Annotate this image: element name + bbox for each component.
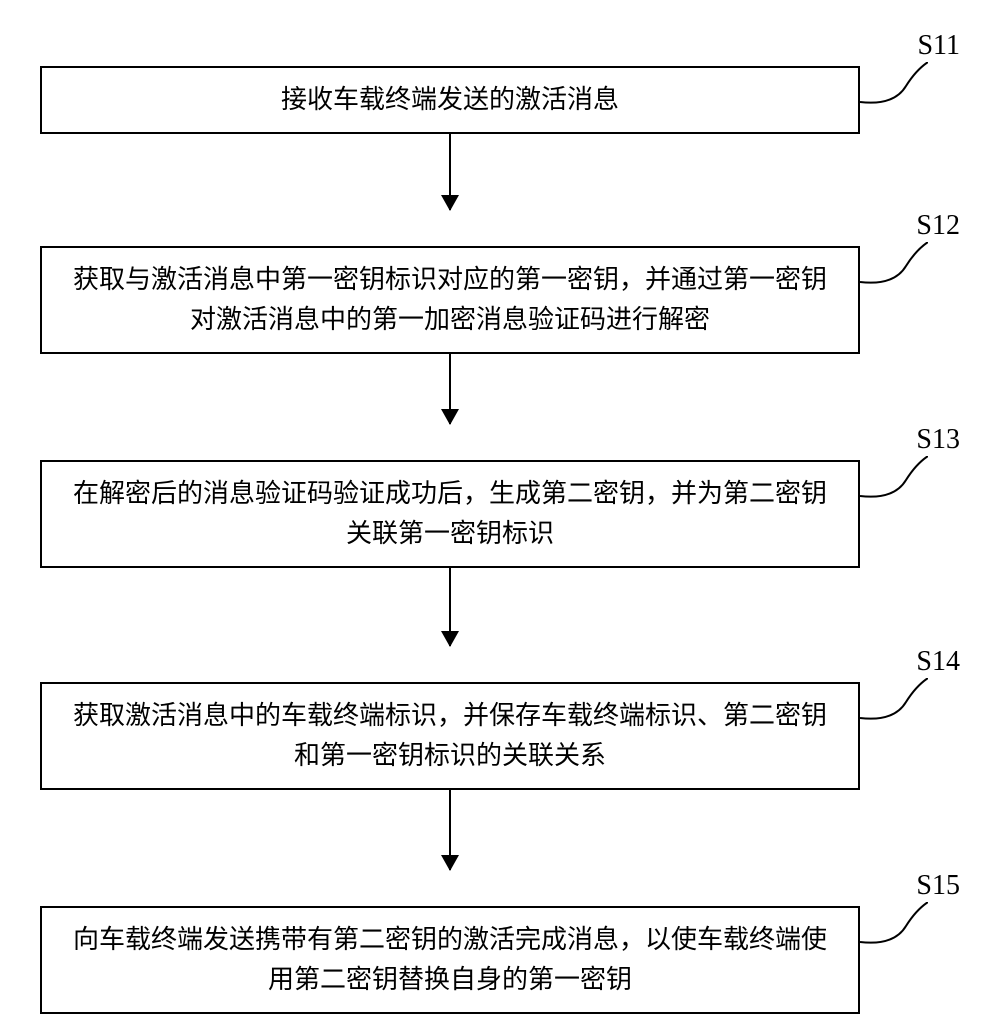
flowchart-step: 在解密后的消息验证码验证成功后，生成第二密钥，并为第二密钥关联第一密钥标识 S1… xyxy=(40,460,960,568)
step-label: S14 xyxy=(916,646,960,678)
flowchart-container: 接收车载终端发送的激活消息 S11 获取与激活消息中第一密钥标识对应的第一密钥，… xyxy=(40,30,960,1014)
hook-connector xyxy=(860,902,928,946)
hook-connector xyxy=(860,456,928,500)
step-label: S11 xyxy=(917,30,960,62)
step-text: 获取激活消息中的车载终端标识，并保存车载终端标识、第二密钥和第一密钥标识的关联关… xyxy=(62,696,838,777)
step-label: S13 xyxy=(916,424,960,456)
flowchart-step: 向车载终端发送携带有第二密钥的激活完成消息，以使车载终端使用第二密钥替换自身的第… xyxy=(40,906,960,1014)
step-label: S12 xyxy=(916,210,960,242)
hook-connector xyxy=(860,678,928,722)
arrow-down xyxy=(40,354,860,424)
flowchart-step: 获取激活消息中的车载终端标识，并保存车载终端标识、第二密钥和第一密钥标识的关联关… xyxy=(40,682,960,790)
hook-connector xyxy=(860,242,928,286)
step-box: 获取激活消息中的车载终端标识，并保存车载终端标识、第二密钥和第一密钥标识的关联关… xyxy=(40,682,860,790)
step-box: 在解密后的消息验证码验证成功后，生成第二密钥，并为第二密钥关联第一密钥标识 xyxy=(40,460,860,568)
step-label: S15 xyxy=(916,870,960,902)
step-box: 接收车载终端发送的激活消息 xyxy=(40,66,860,134)
flowchart-step: 获取与激活消息中第一密钥标识对应的第一密钥，并通过第一密钥对激活消息中的第一加密… xyxy=(40,246,960,354)
step-text: 接收车载终端发送的激活消息 xyxy=(281,80,619,120)
flowchart-step: 接收车载终端发送的激活消息 S11 xyxy=(40,66,960,134)
step-box: 获取与激活消息中第一密钥标识对应的第一密钥，并通过第一密钥对激活消息中的第一加密… xyxy=(40,246,860,354)
hook-connector xyxy=(860,62,928,106)
arrow-down xyxy=(40,134,860,210)
step-box: 向车载终端发送携带有第二密钥的激活完成消息，以使车载终端使用第二密钥替换自身的第… xyxy=(40,906,860,1014)
step-text: 获取与激活消息中第一密钥标识对应的第一密钥，并通过第一密钥对激活消息中的第一加密… xyxy=(62,260,838,341)
step-text: 在解密后的消息验证码验证成功后，生成第二密钥，并为第二密钥关联第一密钥标识 xyxy=(62,474,838,555)
arrow-down xyxy=(40,568,860,646)
arrow-down xyxy=(40,790,860,870)
step-text: 向车载终端发送携带有第二密钥的激活完成消息，以使车载终端使用第二密钥替换自身的第… xyxy=(62,920,838,1001)
